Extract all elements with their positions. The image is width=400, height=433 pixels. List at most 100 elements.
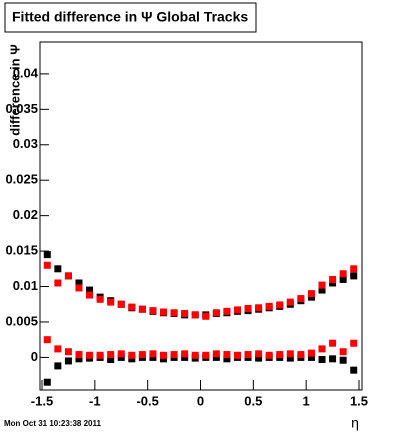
x-tick-label: -0.5 (136, 393, 158, 408)
marker (54, 265, 62, 273)
marker (75, 279, 83, 287)
footer: Mon Oct 31 10:23:38 2011 (4, 419, 101, 428)
chart-title: Fitted difference in Ψ Global Tracks (12, 9, 248, 25)
marker (149, 307, 157, 315)
marker (286, 350, 294, 358)
marker (107, 356, 115, 364)
y-tick-label: 0.005 (5, 313, 38, 328)
marker (160, 351, 168, 359)
marker (64, 348, 72, 356)
marker (181, 350, 189, 358)
marker (265, 302, 273, 310)
marker (350, 339, 358, 347)
marker (170, 309, 178, 317)
marker (160, 355, 168, 363)
marker (64, 357, 72, 365)
marker (244, 351, 252, 359)
y-tick-label: 0.03 (13, 136, 38, 151)
marker (318, 286, 326, 294)
marker (307, 353, 315, 361)
marker (329, 339, 337, 347)
marker (149, 353, 157, 361)
y-tick-label: 0.035 (5, 101, 38, 116)
marker (202, 351, 210, 359)
marker (286, 298, 294, 306)
marker (54, 362, 62, 370)
y-tick-label: 0.02 (13, 207, 38, 222)
marker (318, 356, 326, 364)
y-tick-label: 0.04 (13, 65, 39, 80)
y-tick-label: 0.015 (5, 243, 38, 258)
marker (75, 284, 83, 292)
y-tick-label: 0 (31, 349, 38, 364)
marker (128, 355, 136, 363)
marker (244, 304, 252, 312)
marker (329, 279, 337, 287)
y-axis-label: difference in Ψ (7, 44, 22, 135)
marker (117, 350, 125, 358)
marker (191, 311, 199, 319)
marker (138, 351, 146, 359)
x-axis-label: η (351, 415, 359, 431)
x-tick-label: 1.5 (350, 393, 368, 408)
marker (54, 279, 62, 287)
marker (138, 305, 146, 313)
marker (117, 300, 125, 308)
marker (255, 354, 263, 362)
marker (350, 366, 358, 374)
marker (96, 351, 104, 359)
x-tick-label: -1 (89, 393, 101, 408)
y-tick-label: 0.01 (13, 278, 38, 293)
marker (86, 286, 94, 294)
marker (181, 353, 189, 361)
title-box (4, 2, 257, 33)
marker (350, 272, 358, 280)
marker (286, 354, 294, 362)
marker (96, 295, 104, 303)
marker (276, 301, 284, 309)
marker (149, 350, 157, 358)
marker (233, 306, 241, 314)
marker (318, 281, 326, 289)
marker (276, 351, 284, 359)
marker (223, 351, 231, 359)
marker (255, 304, 263, 312)
marker (307, 293, 315, 301)
marker (307, 290, 315, 298)
marker (43, 336, 51, 344)
x-tick-label: -1.5 (31, 393, 53, 408)
marker (160, 308, 168, 316)
marker (75, 351, 83, 359)
marker (86, 351, 94, 359)
marker (329, 275, 337, 283)
marker (117, 353, 125, 361)
marker (181, 309, 189, 317)
marker (43, 261, 51, 269)
x-tick-label: 0 (197, 393, 204, 408)
y-tick-label: 0.025 (5, 172, 38, 187)
x-tick-label: 0.5 (244, 393, 262, 408)
marker (297, 351, 305, 359)
marker (191, 351, 199, 359)
marker (339, 270, 347, 278)
marker (223, 355, 231, 363)
marker (318, 345, 326, 353)
marker (128, 351, 136, 359)
marker (43, 378, 51, 386)
marker (339, 348, 347, 356)
marker (75, 355, 83, 363)
plot-frame (39, 41, 363, 391)
marker (54, 345, 62, 353)
marker (307, 349, 315, 357)
marker (265, 351, 273, 359)
marker (233, 351, 241, 359)
marker (128, 303, 136, 311)
marker (86, 291, 94, 299)
marker (339, 275, 347, 283)
marker (43, 251, 51, 259)
marker (339, 356, 347, 364)
marker (350, 265, 358, 273)
marker (107, 298, 115, 306)
marker (170, 351, 178, 359)
